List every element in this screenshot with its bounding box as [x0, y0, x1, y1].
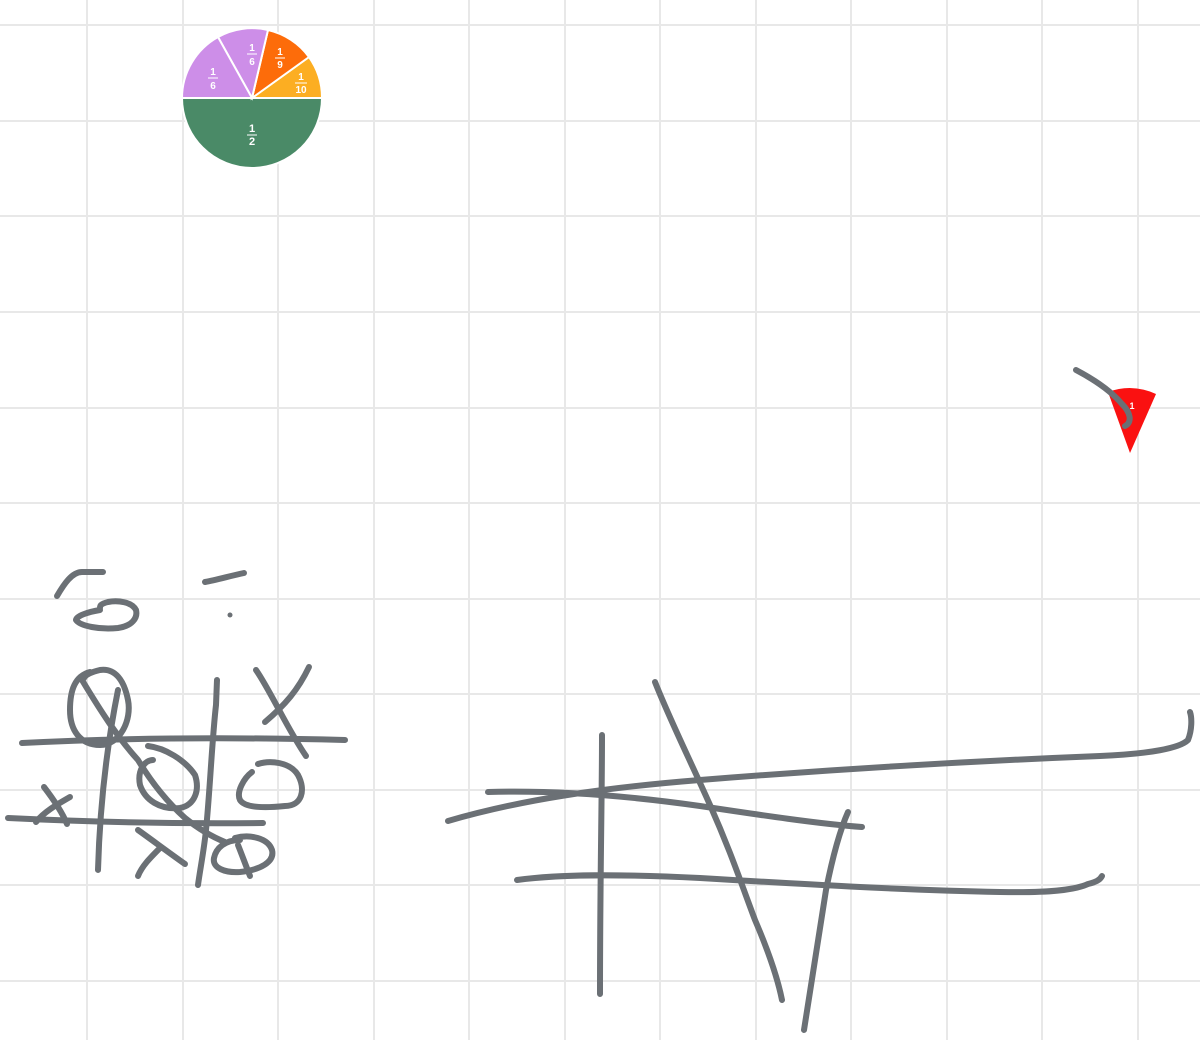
ink-stroke[interactable]	[54, 569, 106, 599]
fraction-tenth-numerator: 1	[298, 72, 304, 83]
fraction-sixth-a-denominator: 6	[249, 57, 255, 68]
ink-stroke[interactable]	[235, 842, 253, 879]
ink-stroke[interactable]	[1073, 367, 1133, 429]
ink-stroke[interactable]	[262, 664, 312, 725]
ink-stroke[interactable]	[514, 872, 1105, 896]
ink-stroke[interactable]	[5, 815, 266, 827]
ink-stroke[interactable]	[597, 732, 605, 997]
ink-dot[interactable]	[227, 612, 233, 618]
ink-stroke[interactable]	[652, 679, 785, 1003]
ink-stroke[interactable]	[202, 570, 247, 585]
fraction-sixth-piece-b[interactable]	[180, 35, 254, 99]
ink-stroke[interactable]	[445, 709, 1195, 824]
fraction-half-piece[interactable]	[180, 97, 324, 169]
fraction-sixth-a-numerator: 1	[249, 43, 255, 54]
fraction-sixth-b-denominator: 6	[210, 81, 216, 92]
ink-stroke[interactable]	[485, 788, 865, 830]
ink-stroke[interactable]	[19, 735, 348, 746]
fraction-sixth-b-numerator: 1	[210, 67, 216, 78]
ink-stroke[interactable]	[136, 743, 200, 812]
ink-stroke[interactable]	[210, 833, 276, 876]
ink-drawing[interactable]	[5, 367, 1195, 1033]
ink-stroke[interactable]	[135, 845, 163, 879]
fraction-ninth-numerator: 1	[277, 47, 283, 58]
ink-stroke[interactable]	[33, 794, 73, 825]
fraction-half-numerator: 1	[249, 123, 255, 135]
fraction-ninth-denominator: 9	[277, 60, 283, 71]
ink-stroke[interactable]	[73, 598, 140, 632]
ink-stroke[interactable]	[236, 759, 305, 811]
ink-stroke[interactable]	[95, 687, 121, 873]
fraction-half-denominator: 2	[249, 136, 255, 148]
ink-stroke[interactable]	[79, 677, 228, 845]
ink-stroke[interactable]	[67, 666, 132, 748]
ink-stroke[interactable]	[195, 677, 220, 888]
fraction-pie[interactable]: 1 2 1 10 1 9 1 6 1 6	[180, 27, 324, 169]
ink-stroke[interactable]	[801, 809, 851, 1033]
red-wedge-numerator: 1	[1129, 401, 1134, 411]
fraction-tenth-denominator: 10	[295, 85, 307, 96]
